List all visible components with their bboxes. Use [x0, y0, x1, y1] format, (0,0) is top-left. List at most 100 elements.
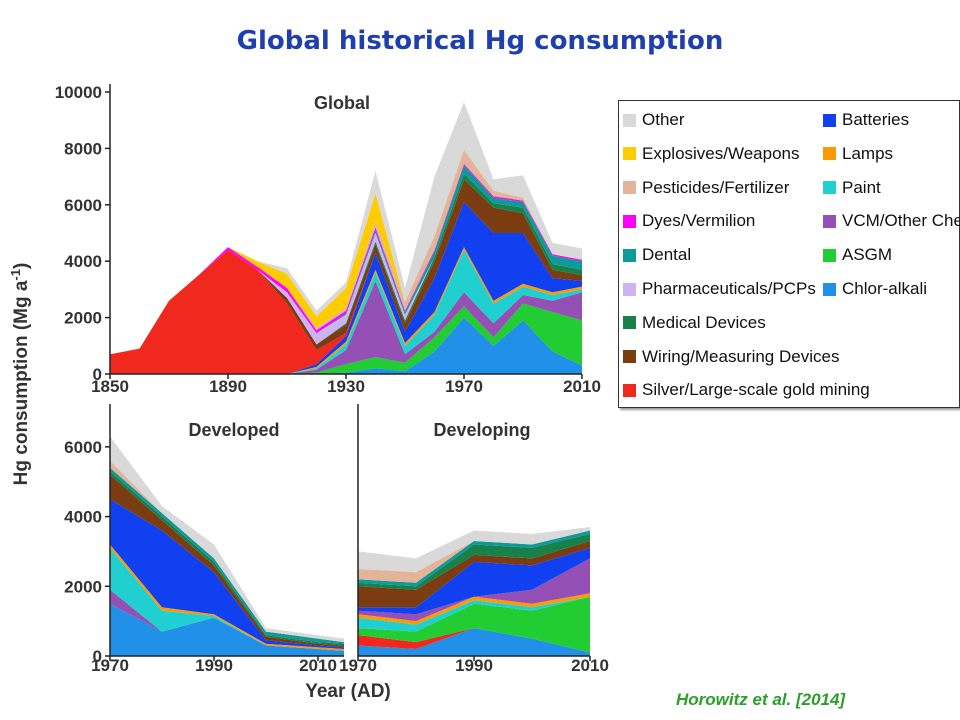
legend-item-paint: Paint	[823, 177, 881, 199]
y-tick-label: 4000	[64, 508, 102, 527]
legend-swatch	[823, 214, 836, 228]
legend-swatch	[623, 214, 636, 228]
developed-panel: 0 2000 4000 6000 1970 1990 2010 Developed	[64, 404, 344, 675]
legend-swatch	[623, 282, 636, 296]
area-batteries	[110, 202, 582, 374]
x-tick-label: 2010	[571, 656, 609, 675]
legend-swatch	[623, 248, 636, 262]
area-paint	[358, 596, 590, 632]
legend-label: Lamps	[842, 143, 894, 163]
legend-swatch	[823, 147, 836, 161]
legend-swatch	[823, 282, 836, 296]
legend-label: Dental	[642, 245, 692, 265]
x-tick-label: 1990	[455, 656, 493, 675]
legend-swatch	[623, 383, 636, 397]
legend-label: Batteries	[842, 110, 910, 129]
legend-item-wiring-measuring-devices: Wiring/Measuring Devices	[623, 346, 839, 368]
legend-label: Pesticides/Fertilizer	[642, 177, 790, 197]
area-silver-large-scale-gold-mining	[358, 628, 590, 653]
x-tick-label: 2010	[299, 656, 337, 675]
area-batteries	[358, 547, 590, 615]
slide-title: Global historical Hg consumption	[236, 26, 724, 56]
area-lamps	[358, 593, 590, 625]
legend-swatch	[623, 350, 636, 364]
legend-item-chlor-alkali: Chlor-alkali	[823, 278, 927, 300]
y-tick-label: 8000	[64, 139, 102, 158]
x-tick-label: 2010	[563, 377, 601, 396]
global-panel: 0 2000 4000 6000 8000 10000 1850 1890 1930 1970 20…	[55, 83, 601, 396]
area-batteries	[110, 499, 344, 649]
legend-label: Chlor-alkali	[842, 279, 928, 298]
x-axis-label: Year (AD)	[305, 681, 391, 702]
area-asgm	[358, 596, 590, 653]
y-tick-label: 6000	[64, 196, 102, 215]
y-tick-label: 4000	[64, 252, 102, 271]
legend-item-medical-devices: Medical Devices	[623, 312, 766, 334]
legend-item-explosives-weapons: Explosives/Weapons	[623, 143, 800, 165]
x-tick-label: 1970	[91, 656, 129, 675]
area-paint	[110, 249, 582, 374]
area-asgm	[110, 303, 582, 374]
area-vcm-other-chemical	[358, 558, 590, 622]
legend-item-other: Other	[623, 109, 685, 131]
legend-item-pharmaceuticals-pcps: Pharmaceuticals/PCPs	[623, 278, 816, 300]
y-tick-label: 0	[93, 365, 102, 384]
legend-label: Silver/Large-scale gold mining	[642, 380, 870, 400]
legend-item-pesticides-fertilizer: Pesticides/Fertilizer	[623, 177, 789, 199]
y-axis-label: Hg consumption (Mg a-1)	[8, 263, 32, 486]
area-paint	[110, 547, 344, 651]
legend-item-silver-large-scale-gold-mining: Silver/Large-scale gold mining	[623, 379, 870, 401]
legend-swatch	[623, 316, 636, 330]
y-axis-label-group: Hg consumption (Mg a-1)	[8, 263, 32, 486]
legend-swatch	[623, 113, 636, 127]
x-tick-label: 1930	[327, 377, 365, 396]
y-tick-label: 2000	[64, 309, 102, 328]
area-pesticides-fertilizer	[358, 530, 590, 583]
area-chlor-alkali	[110, 603, 344, 656]
legend: Other Explosives/Weapons Pesticides/Fertil…	[618, 100, 960, 408]
legend-swatch	[623, 181, 636, 195]
y-axis-label-close: )	[11, 263, 32, 269]
x-tick-label: 1970	[445, 377, 483, 396]
y-tick-label: 2000	[64, 577, 102, 596]
y-axis-label-main: Hg consumption (Mg a	[11, 280, 32, 485]
legend-label: Dyes/Vermilion	[642, 211, 756, 231]
legend-item-dental: Dental	[623, 244, 691, 266]
area-pharmaceuticals-pcps	[110, 173, 582, 355]
y-tick-label: 10000	[55, 83, 102, 102]
legend-label: VCM/Other Chemical	[842, 211, 960, 231]
legend-swatch	[623, 147, 636, 161]
area-chlor-alkali	[358, 628, 590, 656]
legend-item-lamps: Lamps	[823, 143, 893, 165]
legend-label: Medical Devices	[642, 312, 766, 332]
panel-title: Developed	[188, 420, 279, 440]
y-tick-label: 6000	[64, 438, 102, 457]
legend-label: ASGM	[842, 245, 893, 265]
panel-title: Global	[314, 93, 370, 113]
legend-label: Wiring/Measuring Devices	[642, 346, 840, 366]
y-tick-label: 0	[93, 647, 102, 666]
panel-title: Developing	[433, 420, 530, 440]
legend-item-batteries: Batteries	[823, 109, 909, 131]
y-axis-label-exponent: -1	[8, 269, 23, 281]
legend-item-dyes-vermilion: Dyes/Vermilion	[623, 210, 755, 232]
area-dental	[358, 530, 590, 587]
x-tick-label: 1890	[209, 377, 247, 396]
area-other	[358, 527, 590, 573]
x-tick-label: 1990	[195, 656, 233, 675]
x-axis-label-group: Year (AD)	[305, 681, 391, 702]
x-tick-label: 1850	[91, 377, 129, 396]
citation: Horowitz et al. [2014]	[676, 690, 846, 709]
area-vcm-other-chemical	[110, 280, 582, 374]
x-tick-label: 1970	[339, 656, 377, 675]
area-chlor-alkali	[110, 317, 582, 374]
area-wiring-measuring-devices	[358, 541, 590, 608]
legend-label: Paint	[842, 177, 881, 197]
developing-panel: 1970 1990 2010 Developing	[339, 404, 609, 675]
legend-label: Other	[642, 110, 685, 129]
legend-swatch	[823, 181, 836, 195]
legend-label: Explosives/Weapons	[642, 143, 800, 163]
legend-label: Pharmaceuticals/PCPs	[642, 279, 816, 298]
legend-swatch	[823, 248, 836, 262]
